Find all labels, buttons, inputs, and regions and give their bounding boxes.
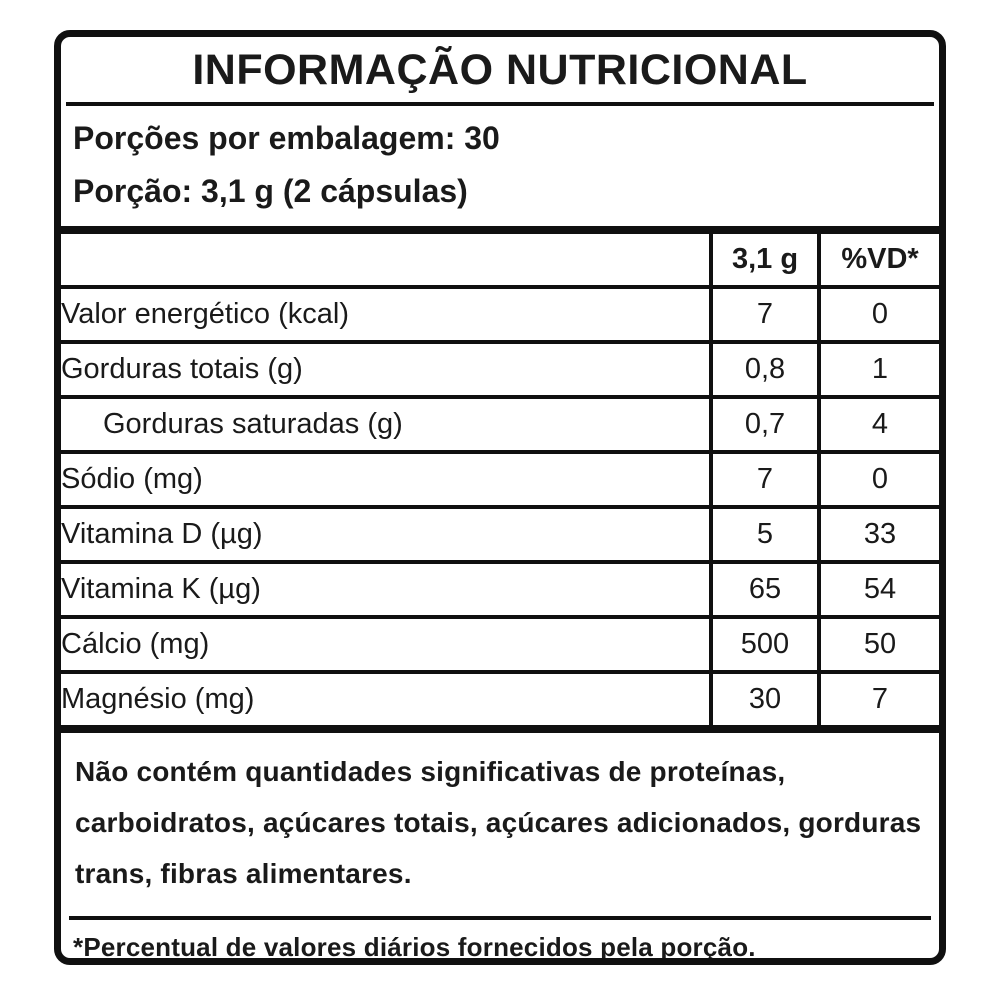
nutrient-amount: 500 — [709, 617, 819, 673]
nutrient-row: Sódio (mg) 7 0 — [61, 452, 939, 508]
nutrient-amount: 0,8 — [709, 342, 819, 398]
nutrient-amount: 0,7 — [709, 397, 819, 453]
nutrient-daily-value-percent: 4 — [817, 397, 939, 453]
serving-info-section: Porções por embalagem: 30 Porção: 3,1 g … — [61, 106, 939, 226]
nutrient-amount: 5 — [709, 507, 819, 563]
nutrient-daily-value-percent: 54 — [817, 562, 939, 618]
nutrient-name: Gorduras totais (g) — [61, 353, 303, 386]
nutrition-table: 3,1 g %VD* Valor energético (kcal) 7 0 Gord… — [61, 226, 939, 734]
title-divider — [66, 102, 934, 107]
nutrient-row: Gorduras totais (g) 0,8 1 — [61, 342, 939, 398]
nutrient-row: Valor energético (kcal) 7 0 — [61, 287, 939, 343]
nutrient-daily-value-percent: 33 — [817, 507, 939, 563]
nutrient-name: Valor energético (kcal) — [61, 298, 349, 331]
nutrient-name: Vitamina K (µg) — [61, 573, 261, 606]
nutrient-row: Vitamina D (µg) 5 33 — [61, 507, 939, 563]
nutrient-row: Cálcio (mg) 500 50 — [61, 617, 939, 673]
nutrient-name: Magnésio (mg) — [61, 683, 255, 716]
nutrition-table-body: Valor energético (kcal) 7 0 Gorduras totais… — [61, 287, 939, 730]
daily-value-footnote: *Percentual de valores diários fornecido… — [73, 932, 756, 963]
footnote-divider — [69, 916, 931, 921]
nutrient-amount: 7 — [709, 452, 819, 508]
header-amount-per-serving: 3,1 g — [709, 230, 819, 288]
nutrient-row: Vitamina K (µg) 65 54 — [61, 562, 939, 618]
header-percent-daily-value: %VD* — [817, 230, 939, 288]
nutrient-amount: 7 — [709, 287, 819, 343]
nutrient-daily-value-percent: 0 — [817, 452, 939, 508]
nutrient-amount: 65 — [709, 562, 819, 618]
nutrient-name: Cálcio (mg) — [61, 628, 210, 661]
no-significant-amounts-note: Não contém quantidades significativas de… — [75, 756, 922, 890]
nutrient-amount: 30 — [709, 672, 819, 730]
nutrient-name: Gorduras saturadas (g) — [103, 408, 403, 441]
label-title: INFORMAÇÃO NUTRICIONAL — [192, 46, 808, 94]
table-header-row: 3,1 g %VD* — [61, 230, 939, 288]
nutrient-daily-value-percent: 1 — [817, 342, 939, 398]
nutrient-daily-value-percent: 7 — [817, 672, 939, 730]
nutrition-facts-label: INFORMAÇÃO NUTRICIONAL Porções por embal… — [54, 30, 946, 965]
servings-per-package: Porções por embalagem: 30 — [73, 120, 500, 157]
nutrient-daily-value-percent: 0 — [817, 287, 939, 343]
nutrient-daily-value-percent: 50 — [817, 617, 939, 673]
nutrient-row: Gorduras saturadas (g) 0,7 4 — [61, 397, 939, 453]
header-nutrient-column — [61, 230, 711, 287]
nutrient-row: Magnésio (mg) 30 7 — [61, 672, 939, 730]
serving-size: Porção: 3,1 g (2 cápsulas) — [73, 173, 468, 210]
nutrient-name: Sódio (mg) — [61, 463, 203, 496]
nutrient-name: Vitamina D (µg) — [61, 518, 263, 551]
